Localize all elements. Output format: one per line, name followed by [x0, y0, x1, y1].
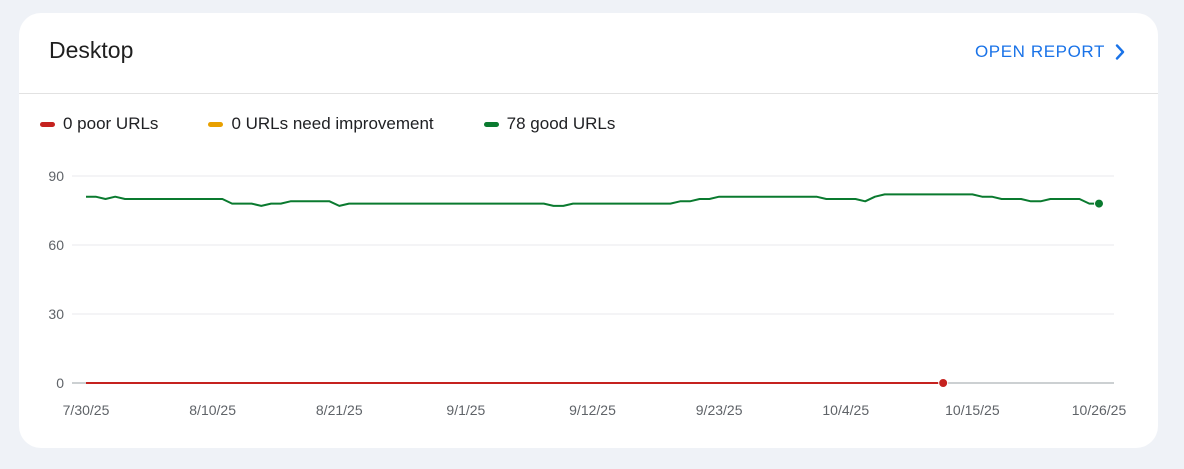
x-tick-label: 9/1/25 [446, 402, 485, 418]
x-tick-label: 10/4/25 [822, 402, 869, 418]
legend-label-good: 78 good URLs [506, 114, 616, 133]
x-tick-label: 8/21/25 [316, 402, 363, 418]
legend-item-poor[interactable]: 0 poor URLs [40, 114, 158, 134]
series-line-78-good-urls [86, 193, 1099, 207]
line-chart: 0 30 60 90 7/30/25 8/10/25 8/21/25 9/1/25 9/12/2… [48, 168, 1127, 418]
series-end-point-78-good-urls [1094, 198, 1104, 209]
x-tick-label: 7/30/25 [63, 402, 110, 418]
legend-label-poor: 0 poor URLs [63, 114, 159, 133]
legend-swatch-poor [40, 121, 55, 127]
legend-item-good[interactable]: 78 good URLs [483, 114, 616, 134]
x-tick-label: 9/23/25 [696, 402, 743, 418]
open-report-label: OPEN REPORT [974, 42, 1105, 61]
card-title: Desktop [49, 37, 134, 63]
x-tick-label: 10/26/25 [1072, 402, 1127, 418]
card-header: Desktop OPEN REPORT [19, 13, 1158, 94]
x-tick-label: 9/12/25 [569, 402, 616, 418]
x-tick-label: 8/10/25 [189, 402, 236, 418]
legend-swatch-good [483, 121, 499, 127]
chart-legend: 0 poor URLs 0 URLs need improvement 78 g… [40, 114, 665, 134]
legend-swatch-needs-improvement [208, 121, 224, 127]
desktop-card: Desktop OPEN REPORT 0 poor URLs 0 URLs n… [19, 13, 1158, 448]
y-tick-label: 90 [48, 168, 64, 184]
open-report-link[interactable]: OPEN REPORT [975, 42, 1125, 62]
legend-label-needs-improvement: 0 URLs need improvement [231, 114, 434, 133]
y-tick-label: 0 [56, 375, 64, 391]
series-end-point-0-poor-urls [938, 378, 949, 388]
y-tick-label: 60 [48, 237, 64, 253]
x-tick-label: 10/15/25 [945, 402, 1000, 418]
y-tick-label: 30 [48, 306, 64, 322]
chevron-right-icon [1115, 44, 1125, 60]
legend-item-needs-improvement[interactable]: 0 URLs need improvement [208, 114, 434, 134]
